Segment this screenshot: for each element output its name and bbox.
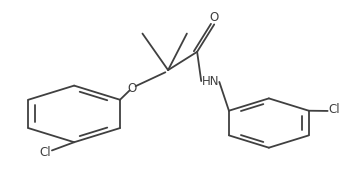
Text: HN: HN [202,75,220,89]
Text: Cl: Cl [39,146,51,159]
Text: O: O [128,82,137,95]
Text: Cl: Cl [328,103,340,116]
Text: O: O [210,11,219,24]
